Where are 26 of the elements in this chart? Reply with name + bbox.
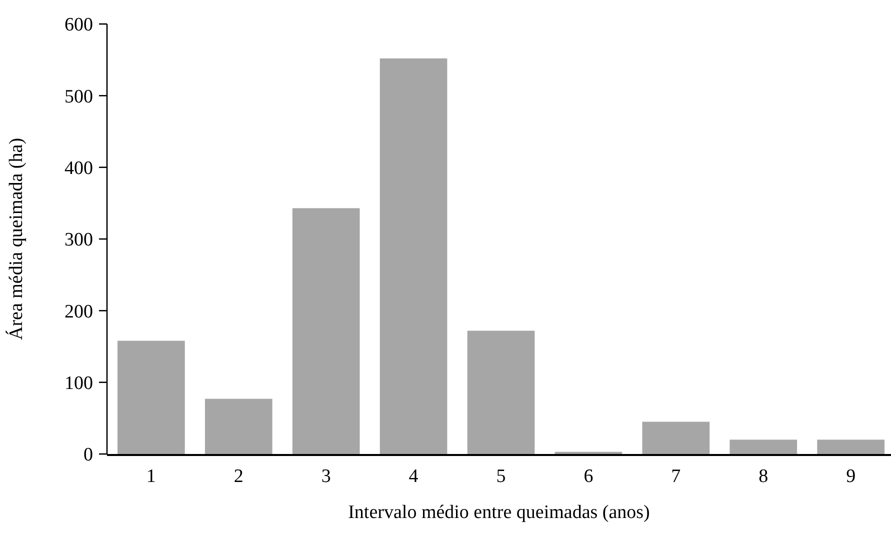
bar	[730, 440, 798, 454]
y-tick-label: 200	[64, 301, 93, 322]
y-tick-label: 500	[64, 86, 93, 108]
x-tick-label: 2	[234, 466, 244, 487]
x-tick-label: 5	[496, 466, 506, 487]
x-axis-title: Intervalo médio entre queimadas (anos)	[348, 502, 650, 523]
y-axis-title: Área média queimada (ha)	[5, 138, 27, 340]
bar	[380, 58, 448, 454]
x-tick-label: 6	[584, 466, 594, 487]
bar	[817, 440, 885, 454]
x-tick-label: 1	[146, 466, 156, 487]
y-tick-label: 400	[64, 158, 93, 179]
bar	[467, 330, 535, 454]
y-tick-label: 600	[64, 14, 93, 36]
bar	[292, 208, 360, 454]
x-tick-label: 9	[846, 466, 856, 487]
bar	[204, 398, 272, 454]
x-tick-label: 7	[671, 466, 681, 487]
x-tick-label: 4	[408, 466, 419, 487]
bar	[642, 422, 710, 454]
x-tick-label: 3	[321, 466, 331, 487]
y-tick-label: 0	[84, 444, 93, 466]
x-tick-label: 8	[758, 466, 768, 487]
y-tick-label: 100	[64, 372, 93, 394]
bar	[117, 340, 185, 454]
y-tick-label: 300	[64, 230, 93, 251]
